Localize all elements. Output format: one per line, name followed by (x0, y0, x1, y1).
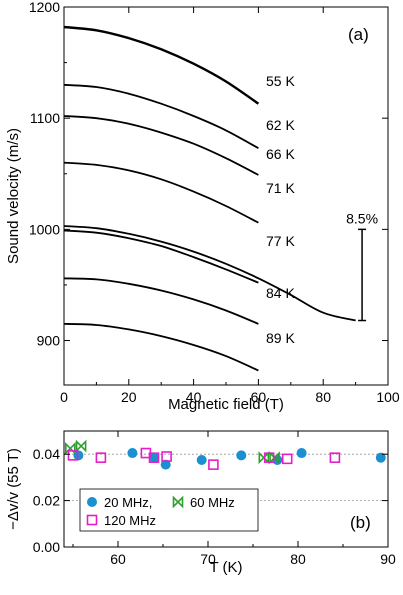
panel-a-ytick-label: 900 (37, 333, 61, 349)
curve-66k (63, 115, 259, 176)
curve-62k (63, 83, 259, 149)
panel-a-curves (63, 25, 356, 372)
panel-a-ytick-label: 1000 (29, 221, 60, 237)
curve-55k (63, 25, 260, 105)
curve-label-66k: 66 K (266, 146, 295, 162)
point-120mhz (161, 451, 172, 462)
point-120mhz (148, 452, 160, 463)
panel-a-xtick-label: 0 (60, 389, 68, 405)
point-20mhz (375, 452, 386, 463)
point-20mhz (149, 452, 159, 463)
point-120mhz (208, 459, 219, 470)
legend-marker-20mhz (87, 497, 97, 507)
point-60mhz (269, 451, 280, 465)
legend-label: 120 MHz (104, 513, 156, 528)
panel-b: 60 70 80 90 0.00 0.02 0.04 20 MHz, 60 MHz 120 MH… (5, 430, 396, 576)
point-20mhz (236, 450, 247, 461)
panel-b-ytick-label: 0.00 (33, 539, 60, 555)
legend-box (79, 488, 259, 532)
point-120mhz (281, 453, 293, 465)
curve-84k (63, 277, 259, 325)
panel-b-xtick-label: 60 (110, 551, 126, 567)
panel-b-legend: 20 MHz, 60 MHz 120 MHz (79, 488, 259, 532)
curve-71k (63, 161, 259, 224)
panel-b-xtick-label: 70 (200, 551, 216, 567)
scale-bar-label: 8.5% (346, 210, 378, 226)
point-20mhz (160, 459, 171, 470)
panel-b-xlabel: T (K) (209, 559, 242, 576)
panel-a: 55 K 62 K 66 K 71 K 77 K 84 K 89 K 0 20 40 60 80 10… (5, 0, 400, 413)
panel-b-ytick-label: 0.02 (33, 493, 60, 509)
panel-a-xtick-label: 100 (376, 389, 400, 405)
curve-extra (63, 229, 259, 284)
panel-b-ylabel: −Δv/v (55 T) (5, 448, 22, 530)
scale-bar-annotation: 8.5% (346, 210, 378, 322)
legend-label: 20 MHz, (104, 495, 152, 510)
panel-b-xtick-label: 80 (290, 551, 306, 567)
panel-a-label: (a) (348, 25, 369, 44)
point-120mhz (329, 452, 341, 463)
curve-label-71k: 71 K (266, 180, 295, 196)
panel-b-points (65, 439, 386, 470)
point-120mhz (95, 452, 107, 463)
point-20mhz (73, 450, 84, 461)
panel-a-curve-labels: 55 K 62 K 66 K 71 K 77 K 84 K 89 K (266, 73, 295, 346)
panel-a-ticks: 0 20 40 60 80 100 900 1000 1100 1200 (29, 0, 400, 405)
point-60mhz (65, 441, 76, 455)
panel-b-ticks: 60 70 80 90 0.00 0.02 0.04 (33, 431, 396, 567)
legend-marker-60mhz (172, 495, 184, 509)
point-120mhz (263, 452, 275, 463)
point-20mhz (296, 448, 307, 459)
point-60mhz (75, 439, 87, 453)
panel-b-xtick-label: 90 (380, 551, 396, 567)
panel-a-xtick-label: 20 (121, 389, 137, 405)
panel-b-frame (63, 430, 389, 548)
panel-a-xtick-label: 60 (251, 389, 267, 405)
curve-label-84k: 84 K (266, 285, 295, 301)
panel-a-xtick-label: 80 (315, 389, 331, 405)
legend-marker-120mhz (86, 514, 98, 526)
point-120mhz (67, 450, 79, 461)
point-20mhz (196, 455, 207, 465)
panel-a-ylabel: Sound velocity (m/s) (5, 128, 22, 264)
curve-label-62k: 62 K (266, 117, 295, 133)
panel-b-label: (b) (350, 513, 371, 532)
point-20mhz (127, 448, 138, 459)
panel-a-xtick-label: 40 (186, 389, 202, 405)
curve-77k (63, 225, 356, 322)
legend-label: 60 MHz (190, 495, 235, 510)
panel-b-ytick-label: 0.04 (33, 446, 60, 462)
panel-a-frame (63, 6, 389, 386)
point-60mhz (258, 451, 270, 465)
curve-label-55k: 55 K (266, 73, 295, 89)
curve-89k (63, 323, 259, 372)
panel-a-ytick-label: 1100 (30, 110, 60, 126)
panel-a-ytick-label: 1200 (29, 0, 60, 15)
curve-label-89k: 89 K (266, 330, 295, 346)
curve-label-77k: 77 K (266, 233, 295, 249)
panel-a-xlabel: Magnetic field (T) (168, 396, 284, 413)
